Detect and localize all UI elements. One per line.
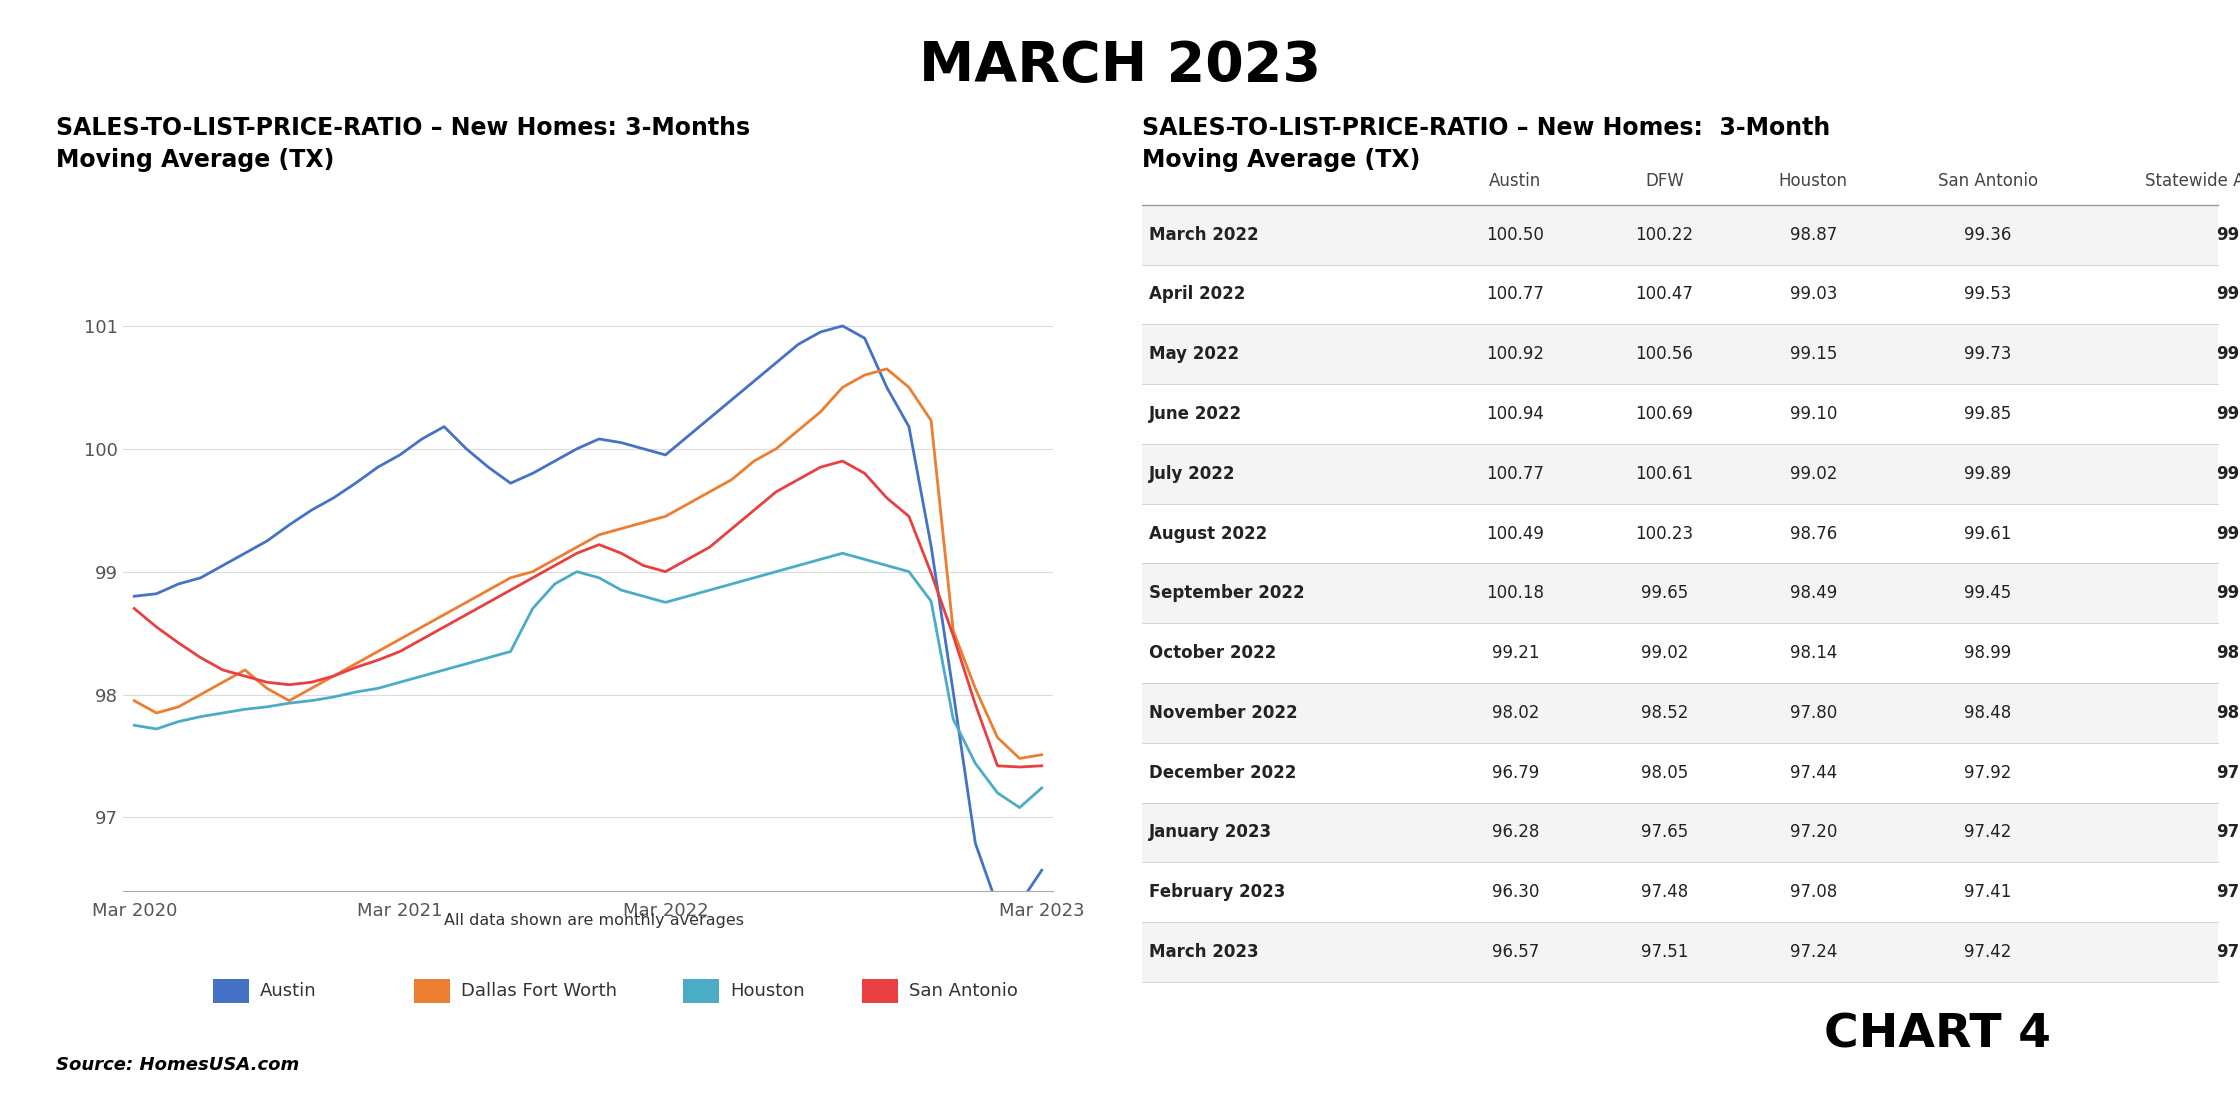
Text: 99.77: 99.77 bbox=[2215, 286, 2240, 303]
Text: 97.42: 97.42 bbox=[1964, 824, 2012, 841]
Text: 100.23: 100.23 bbox=[1635, 525, 1693, 542]
Text: 98.99: 98.99 bbox=[1964, 644, 2012, 662]
Text: SALES-TO-LIST-PRICE-RATIO – New Homes: 3-Months
Moving Average (TX): SALES-TO-LIST-PRICE-RATIO – New Homes: 3… bbox=[56, 116, 750, 172]
Text: 99.73: 99.73 bbox=[1964, 345, 2012, 363]
Text: 97.65: 97.65 bbox=[1640, 824, 1689, 841]
Text: 100.94: 100.94 bbox=[1487, 405, 1543, 423]
Text: 100.92: 100.92 bbox=[1487, 345, 1543, 363]
Text: 100.61: 100.61 bbox=[1635, 465, 1693, 483]
Text: 99.85: 99.85 bbox=[1964, 405, 2012, 423]
Text: 99.65: 99.65 bbox=[1640, 584, 1689, 602]
Text: Houston: Houston bbox=[1779, 173, 1848, 190]
Text: 98.49: 98.49 bbox=[1790, 584, 1837, 602]
Text: 97.26: 97.26 bbox=[2215, 943, 2240, 961]
Text: 100.77: 100.77 bbox=[1487, 286, 1543, 303]
Text: 99.90: 99.90 bbox=[2215, 465, 2240, 483]
Text: October 2022: October 2022 bbox=[1149, 644, 1277, 662]
Text: 98.52: 98.52 bbox=[1640, 704, 1689, 722]
Text: 99.02: 99.02 bbox=[1790, 465, 1837, 483]
Text: 99.21: 99.21 bbox=[1492, 644, 1539, 662]
Text: San Antonio: San Antonio bbox=[1938, 173, 2038, 190]
Text: SALES-TO-LIST-PRICE-RATIO – New Homes:  3-Month
Moving Average (TX): SALES-TO-LIST-PRICE-RATIO – New Homes: 3… bbox=[1142, 116, 1830, 172]
Text: Statewide Avg.: Statewide Avg. bbox=[2146, 173, 2240, 190]
Text: January 2023: January 2023 bbox=[1149, 824, 1272, 841]
Text: 97.80: 97.80 bbox=[1790, 704, 1837, 722]
Text: 97.08: 97.08 bbox=[1790, 883, 1837, 901]
Text: MARCH 2023: MARCH 2023 bbox=[918, 39, 1322, 93]
Text: 98.48: 98.48 bbox=[1964, 704, 2012, 722]
Text: 99.91: 99.91 bbox=[2215, 345, 2240, 363]
Text: 96.30: 96.30 bbox=[1492, 883, 1539, 901]
Text: 100.18: 100.18 bbox=[1487, 584, 1543, 602]
Text: Source: HomesUSA.com: Source: HomesUSA.com bbox=[56, 1056, 300, 1074]
Text: 98.17: 98.17 bbox=[2218, 704, 2240, 722]
Text: 97.14: 97.14 bbox=[2215, 883, 2240, 901]
Text: August 2022: August 2022 bbox=[1149, 525, 1268, 542]
Text: 100.47: 100.47 bbox=[1635, 286, 1693, 303]
Text: 98.05: 98.05 bbox=[1640, 764, 1689, 782]
Text: 100.22: 100.22 bbox=[1635, 226, 1693, 244]
Text: 99.57: 99.57 bbox=[2215, 226, 2240, 244]
Text: 100.77: 100.77 bbox=[1487, 465, 1543, 483]
Text: 97.24: 97.24 bbox=[1790, 943, 1837, 961]
Text: 97.51: 97.51 bbox=[1640, 943, 1689, 961]
Text: DFW: DFW bbox=[1644, 173, 1684, 190]
Text: February 2023: February 2023 bbox=[1149, 883, 1286, 901]
Text: 96.57: 96.57 bbox=[1492, 943, 1539, 961]
Text: June 2022: June 2022 bbox=[1149, 405, 1243, 423]
Text: 97.44: 97.44 bbox=[1790, 764, 1837, 782]
Text: March 2022: March 2022 bbox=[1149, 226, 1259, 244]
Text: 100.49: 100.49 bbox=[1487, 525, 1543, 542]
Text: 97.48: 97.48 bbox=[1640, 883, 1689, 901]
Text: 97.23: 97.23 bbox=[2215, 824, 2240, 841]
Text: July 2022: July 2022 bbox=[1149, 465, 1236, 483]
Text: 100.50: 100.50 bbox=[1487, 226, 1543, 244]
Text: 99.15: 99.15 bbox=[1790, 345, 1837, 363]
Text: Houston: Houston bbox=[730, 982, 804, 1000]
Text: 99.53: 99.53 bbox=[1964, 286, 2012, 303]
Text: September 2022: September 2022 bbox=[1149, 584, 1304, 602]
Text: 97.59: 97.59 bbox=[2215, 764, 2240, 782]
Text: 99.03: 99.03 bbox=[1790, 286, 1837, 303]
Text: November 2022: November 2022 bbox=[1149, 704, 1297, 722]
Text: 98.14: 98.14 bbox=[1790, 644, 1837, 662]
Text: 99.10: 99.10 bbox=[1790, 405, 1837, 423]
Text: San Antonio: San Antonio bbox=[909, 982, 1019, 1000]
Text: 99.61: 99.61 bbox=[2218, 525, 2240, 542]
Text: 97.92: 97.92 bbox=[1964, 764, 2012, 782]
Text: 99.29: 99.29 bbox=[2215, 584, 2240, 602]
Text: 98.76: 98.76 bbox=[1790, 525, 1837, 542]
Text: Austin: Austin bbox=[260, 982, 316, 1000]
Text: April 2022: April 2022 bbox=[1149, 286, 1245, 303]
Text: 99.45: 99.45 bbox=[1964, 584, 2012, 602]
Text: 99.36: 99.36 bbox=[1964, 226, 2012, 244]
Text: CHART 4: CHART 4 bbox=[1823, 1012, 2052, 1057]
Text: 100.56: 100.56 bbox=[1635, 345, 1693, 363]
Text: 97.41: 97.41 bbox=[1964, 883, 2012, 901]
Text: 99.02: 99.02 bbox=[1640, 644, 1689, 662]
Text: 98.73: 98.73 bbox=[2215, 644, 2240, 662]
Text: 100.69: 100.69 bbox=[1635, 405, 1693, 423]
Text: May 2022: May 2022 bbox=[1149, 345, 1239, 363]
Text: Dallas Fort Worth: Dallas Fort Worth bbox=[461, 982, 618, 1000]
Text: 98.87: 98.87 bbox=[1790, 226, 1837, 244]
Text: 99.95: 99.95 bbox=[2215, 405, 2240, 423]
Text: 99.61: 99.61 bbox=[1964, 525, 2012, 542]
Text: 97.42: 97.42 bbox=[1964, 943, 2012, 961]
Text: 99.89: 99.89 bbox=[1964, 465, 2012, 483]
Text: 96.28: 96.28 bbox=[1492, 824, 1539, 841]
Text: 96.79: 96.79 bbox=[1492, 764, 1539, 782]
Text: 98.02: 98.02 bbox=[1492, 704, 1539, 722]
Text: Austin: Austin bbox=[1490, 173, 1541, 190]
Text: 97.20: 97.20 bbox=[1790, 824, 1837, 841]
Text: December 2022: December 2022 bbox=[1149, 764, 1297, 782]
Text: March 2023: March 2023 bbox=[1149, 943, 1259, 961]
Text: All data shown are monthly averages: All data shown are monthly averages bbox=[444, 913, 744, 929]
